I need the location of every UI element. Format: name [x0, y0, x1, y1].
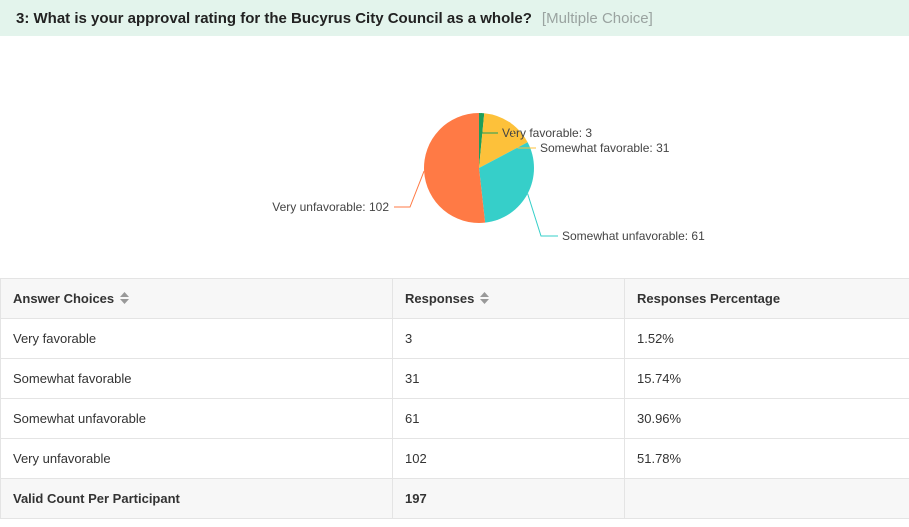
cell-choice: Very unfavorable	[0, 438, 393, 479]
cell-responses: 61	[392, 398, 625, 439]
header-label: Responses	[405, 291, 475, 306]
sort-arrows-icon[interactable]	[120, 292, 130, 304]
pie-slice-somewhat-unfavorable[interactable]	[479, 142, 534, 223]
data-label-somewhat-unfavorable: Somewhat unfavorable: 61	[562, 229, 705, 243]
header-label: Answer Choices	[13, 291, 115, 306]
table-row: Very unfavorable 102 51.78%	[0, 438, 909, 479]
total-value: 197	[392, 478, 625, 519]
table-row: Somewhat unfavorable 61 30.96%	[0, 398, 909, 439]
results-table: Answer Choices Responses Responses Perce…	[0, 278, 909, 519]
leader-line-somewhat-unfavorable	[527, 193, 558, 237]
pie-slice-somewhat-favorable[interactable]	[479, 113, 528, 168]
cell-percentage: 15.74%	[624, 358, 909, 399]
data-label-somewhat-favorable: Somewhat favorable: 31	[540, 141, 670, 155]
header-label: Responses Percentage	[637, 291, 781, 306]
cell-choice: Somewhat unfavorable	[0, 398, 393, 439]
table-row: Very favorable 3 1.52%	[0, 318, 909, 359]
question-header: 3: What is your approval rating for the …	[0, 0, 909, 36]
cell-percentage: 30.96%	[624, 398, 909, 439]
data-label-very-unfavorable: Very unfavorable: 102	[272, 200, 389, 214]
data-label-very-favorable: Very favorable: 3	[502, 126, 592, 140]
cell-responses: 102	[392, 438, 625, 479]
question-type: [Multiple Choice]	[541, 9, 653, 27]
cell-percentage: 51.78%	[624, 438, 909, 479]
table-header-row: Answer Choices Responses Responses Perce…	[0, 278, 909, 319]
cell-percentage: 1.52%	[624, 318, 909, 359]
cell-choice: Somewhat favorable	[0, 358, 393, 399]
question-title: 3: What is your approval rating for the …	[16, 9, 532, 27]
cell-responses: 3	[392, 318, 625, 359]
leader-line-somewhat-favorable	[509, 122, 536, 149]
total-empty	[624, 478, 909, 519]
pie-slice-very-favorable[interactable]	[479, 113, 485, 168]
cell-choice: Very favorable	[0, 318, 393, 359]
leader-line-very-favorable	[481, 113, 498, 134]
total-row: Valid Count Per Participant 197	[0, 478, 909, 519]
header-responses-percentage: Responses Percentage	[624, 278, 909, 319]
pie-chart: Very favorable: 3 Somewhat favorable: 31 S…	[0, 36, 909, 278]
cell-responses: 31	[392, 358, 625, 399]
sort-arrows-icon[interactable]	[480, 292, 490, 304]
table-row: Somewhat favorable 31 15.74%	[0, 358, 909, 399]
header-answer-choices[interactable]: Answer Choices	[0, 278, 393, 319]
leader-line-very-unfavorable	[394, 170, 425, 208]
pie-slice-very-unfavorable[interactable]	[423, 113, 486, 223]
total-label: Valid Count Per Participant	[0, 478, 393, 519]
header-responses[interactable]: Responses	[392, 278, 625, 319]
